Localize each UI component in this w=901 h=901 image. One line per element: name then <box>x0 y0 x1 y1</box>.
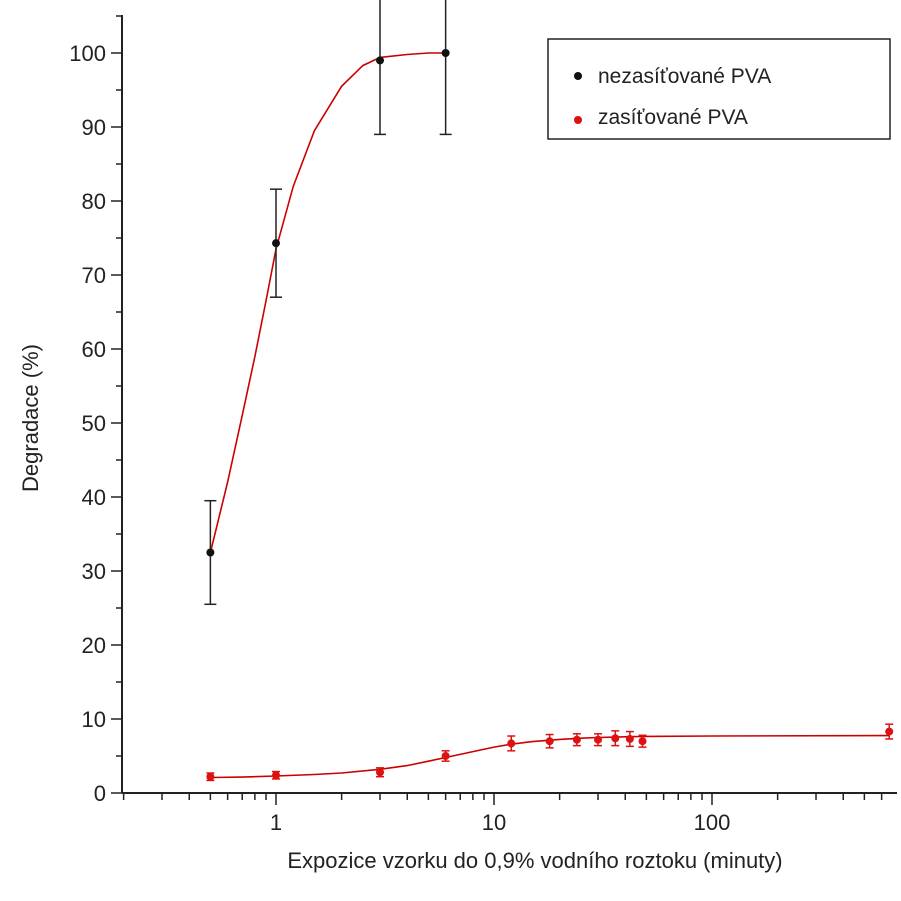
fit-curves <box>209 52 890 779</box>
legend-label-series-1: nezasíťované PVA <box>598 65 771 88</box>
marker <box>572 735 581 744</box>
y-tick-label: 0 <box>94 781 106 806</box>
marker <box>206 548 215 557</box>
marker <box>545 737 554 746</box>
data-point-series-1 <box>270 188 282 298</box>
marker <box>594 735 603 744</box>
legend-marker-series-2 <box>574 116 582 124</box>
y-tick-label: 80 <box>82 189 106 214</box>
data-point-series-2 <box>625 730 634 748</box>
data-point-series-2 <box>206 772 215 782</box>
legend-marker-series-1 <box>574 72 582 80</box>
marker <box>611 734 620 743</box>
y-tick-label: 100 <box>69 41 106 66</box>
fit-curve-series-1 <box>209 52 446 553</box>
legend-box <box>547 38 891 140</box>
marker <box>441 49 450 57</box>
y-tick-label: 40 <box>82 485 106 510</box>
y-tick-label: 90 <box>82 115 106 140</box>
data-point-series-2 <box>376 767 385 778</box>
marker <box>625 734 634 743</box>
marker <box>376 56 385 65</box>
marker <box>638 737 647 746</box>
y-tick-label: 60 <box>82 337 106 362</box>
y-tick-label: 30 <box>82 559 106 584</box>
marker <box>507 739 516 748</box>
data-point-series-2 <box>441 750 450 762</box>
legend-label-series-2: zasíťované PVA <box>598 106 748 129</box>
marker <box>206 772 215 781</box>
data-point-series-2 <box>594 733 603 747</box>
data-point-series-1 <box>204 499 217 606</box>
data-point-series-1 <box>439 0 452 136</box>
marker <box>441 752 450 760</box>
data-point-series-2 <box>885 723 894 740</box>
x-tick-label: 10 <box>482 810 506 835</box>
x-axis-label: Expozice vzorku do 0,9% vodního roztoku … <box>287 848 782 873</box>
marker <box>272 239 280 248</box>
data-point-series-2 <box>545 733 554 749</box>
data-point-series-2 <box>572 733 581 747</box>
marker <box>272 771 280 780</box>
x-tick-label: 100 <box>694 810 731 835</box>
data-point-series-2 <box>638 734 647 748</box>
marker <box>376 768 385 777</box>
y-tick-label: 50 <box>82 411 106 436</box>
legend: nezasíťované PVA zasíťované PVA <box>547 38 891 140</box>
x-tick-label: 1 <box>270 810 282 835</box>
marker <box>885 727 894 736</box>
data-points <box>204 0 894 782</box>
y-tick-label: 10 <box>82 707 106 732</box>
data-point-series-2 <box>507 735 516 752</box>
fit-curve-series-2 <box>210 734 890 779</box>
data-point-series-2 <box>611 730 620 747</box>
y-tick-label: 70 <box>82 263 106 288</box>
y-axis-label: Degradace (%) <box>18 344 43 492</box>
data-point-series-1 <box>374 0 387 136</box>
data-point-series-2 <box>272 770 280 780</box>
y-tick-label: 20 <box>82 633 106 658</box>
